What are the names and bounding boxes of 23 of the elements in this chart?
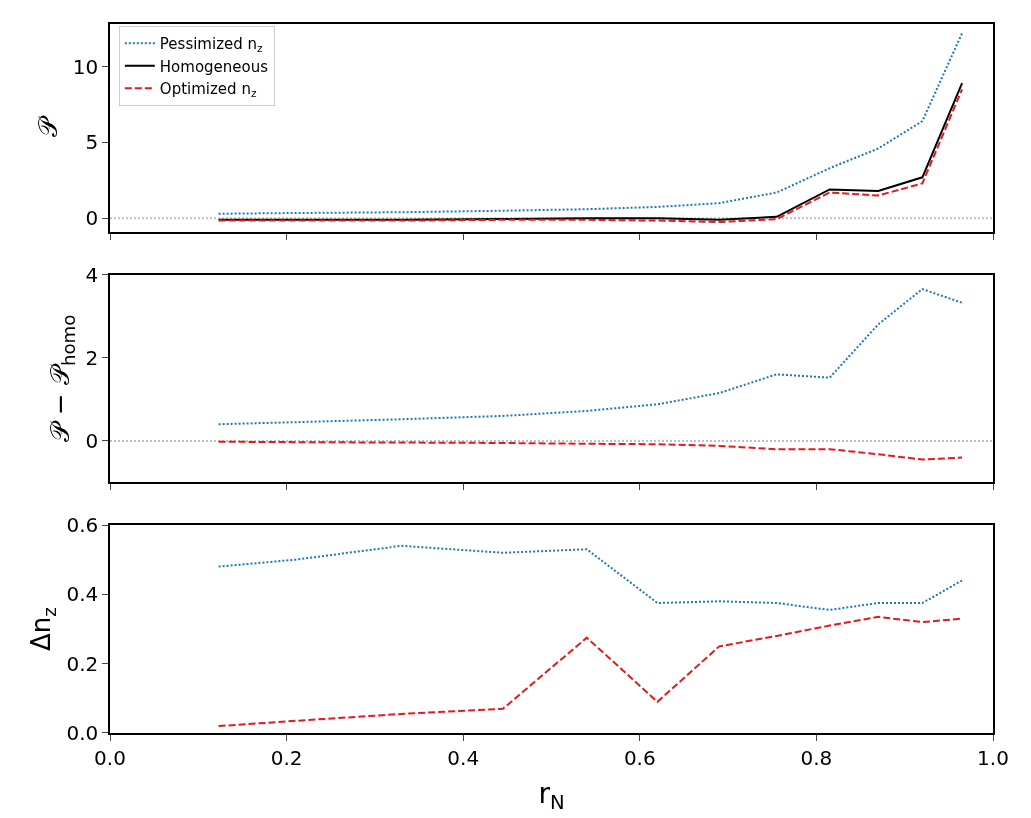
y-axis-title: 𝒫 <box>32 115 63 138</box>
line-series <box>217 288 964 426</box>
legend-label: Homogeneous <box>159 57 269 76</box>
y-tick-label: 4 <box>85 262 99 287</box>
legend-label: Pessimized n$_{z}$ <box>159 35 264 55</box>
y-tick-label: 0.2 <box>66 651 99 676</box>
x-tick-label: 0.6 <box>623 745 656 770</box>
x-tick-label: 0.4 <box>447 745 480 770</box>
x-tick-label: 0.8 <box>800 745 833 770</box>
legend-label: Optimized n$_{z}$ <box>159 80 257 100</box>
y-tick-label: 2 <box>85 345 99 370</box>
y-tick-label: 0.0 <box>66 721 99 745</box>
x-tick-label: 1.0 <box>977 745 1009 770</box>
y-tick-label: 0.6 <box>66 513 99 538</box>
y-tick-label: 0 <box>85 206 99 231</box>
line-series <box>217 440 964 461</box>
y-tick-label: 5 <box>85 130 99 155</box>
y-tick-label: 10 <box>72 54 99 79</box>
x-axis-title: r$_{N}$ <box>538 777 565 815</box>
line-series <box>217 544 964 611</box>
x-tick-label: 0.2 <box>270 745 303 770</box>
y-tick-label: 0.4 <box>66 582 99 607</box>
y-tick-label: 0 <box>85 428 99 453</box>
